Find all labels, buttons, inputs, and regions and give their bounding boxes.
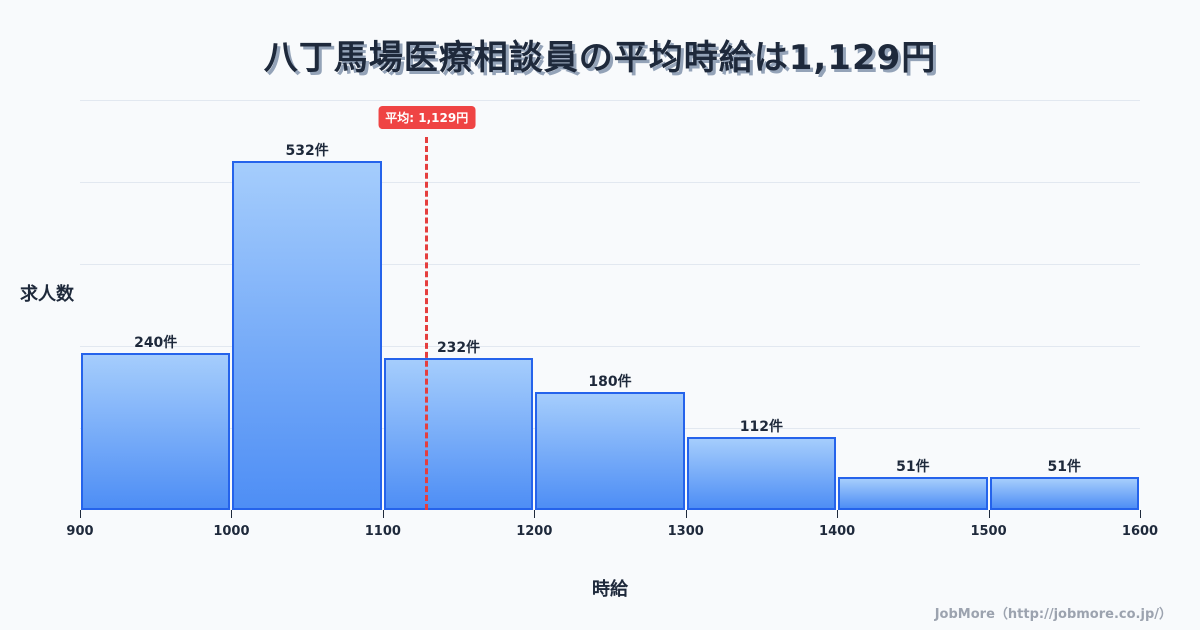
x-tick-label: 900 (66, 524, 94, 539)
histogram-bar (232, 161, 382, 510)
bar-value-label: 240件 (134, 334, 178, 351)
x-tick-label: 1300 (667, 524, 704, 539)
histogram-plot-area: 240件 532件 232件 180件 112件 51件 51件 900 1000 1100 120… (66, 100, 1158, 539)
bar-value-label: 232件 (436, 339, 481, 356)
chart-title: 八丁馬場医療相談員の平均時給は1,129円 (263, 38, 937, 78)
histogram-bar (989, 476, 1139, 510)
x-tick-label: 1200 (516, 524, 553, 539)
histogram-bar (383, 357, 534, 510)
gridline (80, 182, 1140, 183)
histogram-bar (686, 436, 837, 510)
x-tick (534, 510, 536, 518)
x-tick-label: 1600 (1121, 524, 1159, 539)
source-credit: JobMore（http://jobmore.co.jp/） (934, 607, 1172, 622)
gridline (80, 346, 1140, 347)
bar-value-label: 51件 (896, 458, 930, 475)
x-tick-label: 1400 (819, 524, 856, 539)
x-tick (231, 510, 233, 518)
gridline (80, 100, 1140, 101)
histogram-bar (535, 391, 685, 510)
bar-value-label: 112件 (739, 418, 784, 435)
y-axis-label: 求人数 (20, 284, 74, 305)
x-tick (988, 510, 990, 518)
average-line (425, 137, 429, 510)
x-tick-label: 1000 (213, 524, 250, 539)
x-tick-label: 1100 (364, 524, 401, 539)
x-axis-label: 時給 (592, 579, 628, 600)
bar-value-label: 180件 (588, 373, 632, 390)
x-tick (1140, 510, 1141, 518)
x-tick (685, 510, 687, 518)
x-tick-label: 1500 (970, 524, 1007, 539)
average-badge: 平均: 1,129円 (378, 106, 476, 129)
gridline (80, 264, 1140, 265)
x-tick (837, 510, 839, 518)
bar-value-label: 532件 (285, 143, 329, 159)
histogram-bar (81, 352, 231, 510)
x-tick (382, 510, 384, 518)
bar-value-label: 51件 (1047, 458, 1082, 475)
x-tick (80, 510, 81, 518)
histogram-bar (838, 476, 988, 510)
